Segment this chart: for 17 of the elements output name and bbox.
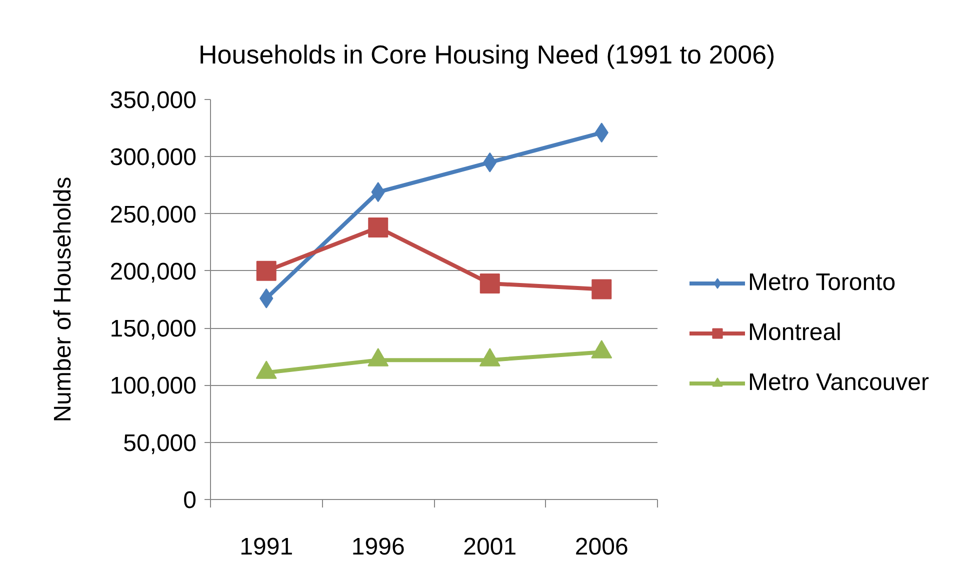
legend-label: Metro Vancouver xyxy=(748,369,929,397)
y-tick-label: 0 xyxy=(183,487,197,514)
legend-label: Montreal xyxy=(748,319,842,347)
y-tick-label: 100,000 xyxy=(110,372,197,400)
x-tick-label: 1991 xyxy=(240,534,294,560)
y-tick-label: 150,000 xyxy=(110,316,197,343)
chart-title: Households in Core Housing Need (1991 to 2006) xyxy=(198,40,776,70)
y-tick-label: 300,000 xyxy=(110,144,197,172)
legend-label: Metro Toronto xyxy=(748,269,896,297)
y-tick-label: 200,000 xyxy=(110,258,197,286)
x-tick-label: 2001 xyxy=(463,534,517,560)
x-tick-label: 2006 xyxy=(574,534,628,560)
y-tick-label: 250,000 xyxy=(110,201,197,228)
y-tick-label: 50,000 xyxy=(123,430,196,457)
y-tick-label: 350,000 xyxy=(110,87,197,114)
x-tick-label: 1996 xyxy=(351,534,405,560)
y-axis-title: Number of Households xyxy=(50,176,77,422)
